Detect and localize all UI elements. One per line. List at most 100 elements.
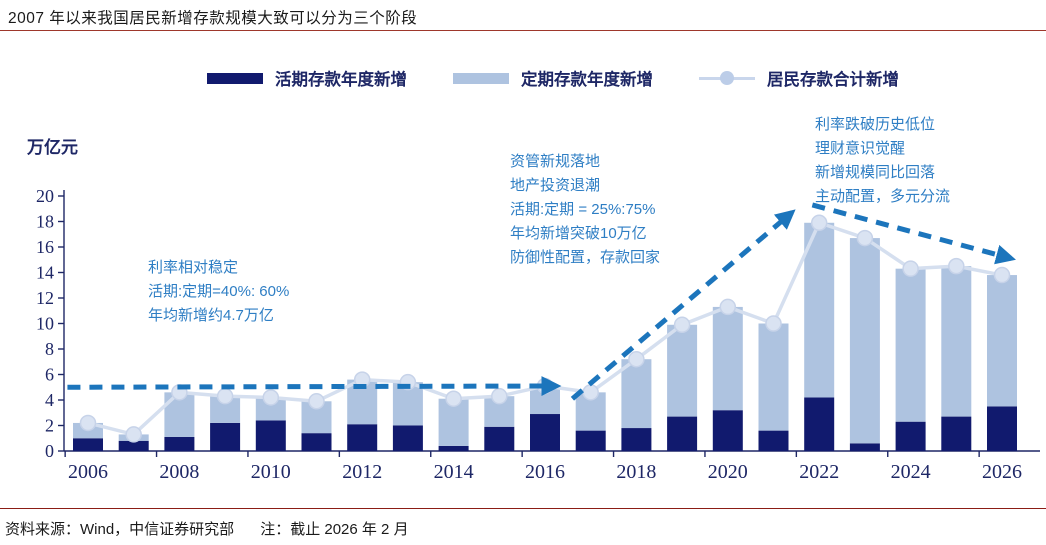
footer-divider — [0, 508, 1046, 509]
total-marker-2010 — [262, 389, 280, 406]
annotation-line: 活期:定期=40%: 60% — [148, 283, 290, 300]
source-text: 资料来源：Wind，中信证券研究部 — [5, 521, 235, 538]
bar-demand-2011 — [301, 433, 332, 451]
y-tick-label: 6 — [45, 365, 54, 385]
total-marker-2020 — [719, 298, 737, 316]
annotation-line: 理财意识觉醒 — [815, 140, 906, 157]
total-marker-2006 — [79, 414, 97, 432]
x-tick-label: 2024 — [891, 461, 931, 483]
y-tick-label: 4 — [45, 390, 54, 410]
bar-demand-2016 — [530, 414, 560, 451]
x-tick-label: 2020 — [708, 461, 748, 483]
y-tick-label: 2 — [45, 416, 54, 436]
bar-demand-2026 — [987, 406, 1017, 451]
annotation-line: 年均新增突破10万亿 — [510, 225, 647, 242]
y-tick-label: 0 — [45, 441, 54, 461]
annotation-line: 利率跌破历史低位 — [815, 116, 936, 133]
bar-time-2024 — [895, 268, 926, 422]
deposit-chart: 0 2 4 6 8 10 12 14 16 18 20 2006 2008 2010 2012 2014 201… — [36, 186, 1040, 483]
stage-arrow-3 — [811, 202, 1016, 265]
y-tick-label: 14 — [36, 263, 54, 283]
annotation-stage1: 利率相对稳定 活期:定期=40%: 60% 年均新增约4.7万亿 — [148, 256, 289, 328]
y-tick-label: 20 — [36, 186, 54, 206]
total-marker-2021 — [765, 315, 782, 332]
x-tick-label: 2008 — [159, 461, 199, 483]
bar-demand-2021 — [758, 430, 789, 451]
demand-deposit-swatch-icon — [207, 72, 263, 84]
legend-label: 居民存款合计新增 — [767, 71, 899, 89]
page-title: 2007 年以来我国居民新增存款规模大致可以分为三个阶段 — [8, 10, 418, 27]
bar-time-2023 — [849, 238, 880, 444]
x-tick-label: 2018 — [616, 461, 656, 483]
total-marker-2019 — [673, 316, 691, 334]
bar-demand-2008 — [164, 436, 195, 451]
note-text: 注：截止 2026 年 2 月 — [260, 521, 409, 538]
title-divider — [0, 30, 1046, 31]
annotation-stage2: 资管新规落地 地产投资退潮 活期:定期 = 25%:75% 年均新增突破10万亿… — [510, 150, 660, 270]
total-marker-2024 — [902, 260, 919, 277]
x-tick-label: 2006 — [68, 461, 108, 483]
annotation-line: 地产投资退潮 — [510, 177, 601, 194]
bar-demand-2017 — [575, 430, 606, 451]
y-tick-label: 16 — [36, 237, 54, 257]
bar-time-2019 — [667, 324, 698, 417]
y-tick-label: 12 — [36, 288, 54, 308]
x-tick-label: 2012 — [342, 461, 382, 483]
bar-demand-2024 — [895, 421, 926, 451]
x-tick-label: 2010 — [251, 461, 291, 483]
total-marker-2018 — [628, 350, 645, 368]
bar-demand-2020 — [712, 410, 743, 451]
bar-time-2020 — [712, 306, 743, 411]
total-marker-2009 — [216, 387, 234, 405]
bar-time-2025 — [941, 266, 972, 417]
stage-arrow-1 — [67, 376, 562, 397]
total-marker-2026 — [993, 266, 1011, 284]
annotation-line: 利率相对稳定 — [148, 259, 239, 276]
legend-label: 定期存款年度新增 — [521, 71, 653, 89]
legend-item-demand-deposits: 活期存款年度新增 — [207, 66, 407, 90]
total-deposit-line-marker-icon — [699, 71, 755, 85]
bar-time-2021 — [758, 323, 789, 431]
bar-demand-2019 — [667, 416, 698, 451]
bar-time-2018 — [621, 359, 652, 429]
annotation-stage3: 利率跌破历史低位 理财意识觉醒 新增规模同比回落 主动配置，多元分流 — [815, 113, 950, 209]
legend-item-total-deposits: 居民存款合计新增 — [699, 66, 899, 90]
time-deposit-swatch-icon — [453, 72, 509, 84]
x-tick-label: 2022 — [799, 461, 839, 483]
bar-demand-2014 — [438, 445, 469, 451]
bar-demand-2006 — [73, 438, 103, 451]
y-axis-unit-label: 万亿元 — [27, 138, 78, 157]
y-tick-label: 10 — [36, 314, 54, 334]
bar-demand-2015 — [484, 426, 515, 451]
x-tick-label: 2026 — [982, 461, 1022, 483]
total-marker-2015 — [491, 387, 508, 405]
bar-demand-2007 — [118, 440, 149, 451]
total-marker-2023 — [856, 229, 874, 247]
bar-demand-2025 — [941, 416, 972, 451]
total-marker-2014 — [445, 390, 462, 407]
stage-arrow-2 — [570, 209, 796, 401]
bar-demand-2010 — [255, 420, 286, 451]
bar-time-2010 — [255, 397, 286, 421]
bar-demand-2013 — [392, 425, 423, 451]
y-tick-label: 18 — [36, 212, 54, 232]
source-note: 资料来源：Wind，中信证券研究部 注：截止 2026 年 2 月 — [5, 518, 409, 539]
legend-label: 活期存款年度新增 — [275, 71, 407, 89]
bar-demand-2009 — [210, 422, 241, 451]
x-tick-label: 2014 — [434, 461, 474, 483]
annotation-line: 主动配置，多元分流 — [815, 188, 951, 205]
bar-time-2022 — [804, 222, 835, 398]
total-marker-2017 — [582, 384, 599, 401]
chart-legend: 活期存款年度新增 定期存款年度新增 居民存款合计新增 — [0, 64, 1046, 92]
annotation-line: 年均新增约4.7万亿 — [148, 307, 274, 324]
y-tick-label: 8 — [45, 339, 54, 359]
total-marker-2011 — [308, 393, 325, 410]
x-tick-label: 2016 — [525, 461, 565, 483]
bar-time-2026 — [987, 275, 1017, 407]
annotation-line: 活期:定期 = 25%:75% — [510, 201, 656, 218]
bar-demand-2022 — [804, 397, 835, 451]
total-marker-2007 — [125, 426, 142, 443]
bar-demand-2023 — [849, 443, 880, 451]
bar-demand-2018 — [621, 428, 652, 451]
bar-demand-2012 — [347, 424, 378, 451]
